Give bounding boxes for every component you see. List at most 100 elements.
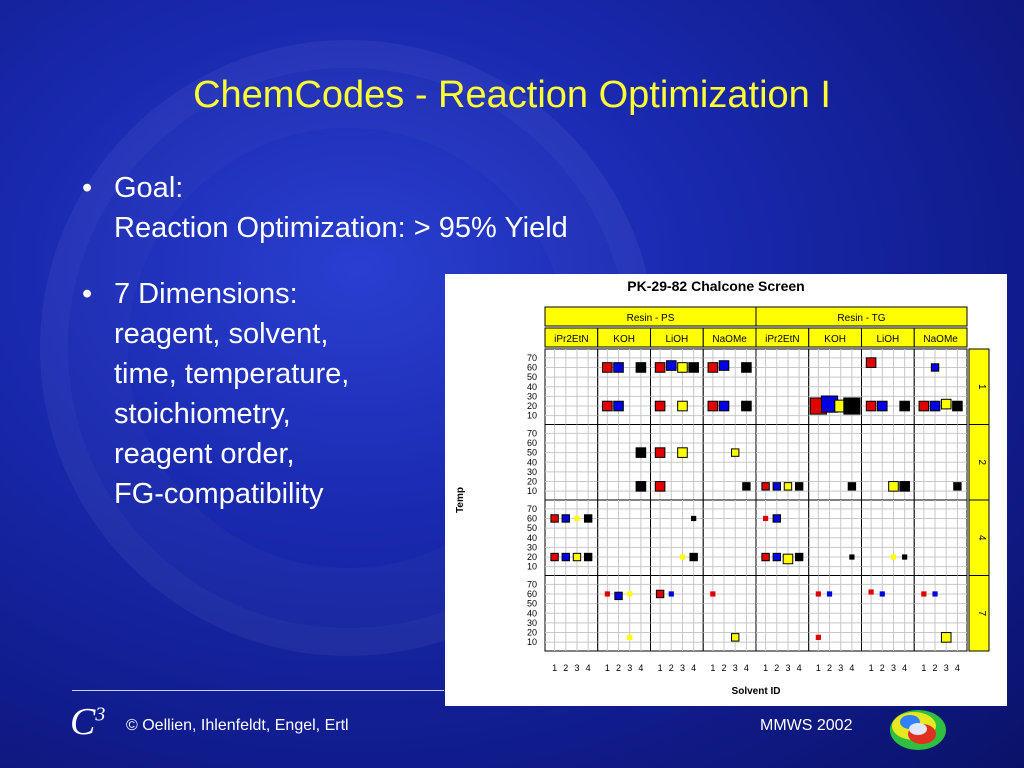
data-point	[654, 362, 666, 373]
data-point	[783, 482, 793, 491]
data-point	[677, 400, 688, 412]
data-point	[815, 634, 821, 640]
y-tick-label: 40	[527, 382, 537, 392]
y-tick-label: 20	[527, 552, 537, 562]
data-point	[794, 482, 804, 491]
strip-cell	[968, 575, 990, 652]
data-point	[574, 515, 580, 522]
y-tick-label: 60	[527, 589, 537, 599]
bullet-glyph: •	[82, 172, 93, 204]
bullet-line: 7 Dimensions:	[114, 278, 298, 310]
bullet-list: • Goal: Reaction Optimization: > 95% Yie…	[82, 168, 568, 540]
bullet-line: reagent order,	[114, 438, 295, 470]
strip-label: 2	[976, 459, 987, 465]
data-point	[865, 400, 877, 412]
data-point	[742, 482, 751, 491]
data-point	[583, 514, 593, 523]
x-tick-label: 3	[574, 663, 579, 673]
x-tick-label: 4	[849, 663, 854, 673]
y-tick-label: 60	[527, 362, 537, 372]
reagent-header-label: iPr2EtN	[765, 334, 799, 345]
data-point	[627, 634, 633, 640]
bullet-line: stoichiometry,	[114, 398, 291, 430]
data-point	[921, 591, 927, 597]
data-point	[940, 398, 952, 410]
data-point	[635, 362, 647, 373]
y-tick-label: 30	[527, 467, 537, 477]
data-point	[654, 447, 666, 458]
data-point	[940, 632, 952, 643]
x-tick-label: 4	[744, 663, 749, 673]
data-point	[710, 591, 716, 597]
data-point	[876, 400, 888, 412]
bullet-line: Reaction Optimization: > 95% Yield	[114, 212, 568, 244]
y-tick-label: 20	[527, 628, 537, 638]
y-axis-label: Temp	[455, 487, 466, 513]
data-point	[691, 515, 697, 522]
data-point	[718, 360, 730, 371]
data-point	[627, 591, 633, 597]
y-tick-label: 10	[527, 411, 537, 421]
data-point	[677, 447, 688, 458]
data-point	[635, 481, 647, 492]
data-point	[688, 362, 699, 373]
x-tick-label: 3	[627, 663, 632, 673]
x-tick-label: 3	[891, 663, 896, 673]
data-point	[888, 481, 899, 492]
x-tick-label: 4	[902, 663, 907, 673]
data-point	[899, 400, 910, 412]
bullet-line: time, temperature,	[114, 358, 350, 390]
reagent-header-label: KOH	[613, 334, 635, 345]
y-tick-label: 10	[527, 486, 537, 496]
bullet-dimensions: • 7 Dimensions: reagent, solvent, time, …	[82, 274, 568, 514]
data-point	[613, 362, 624, 373]
reagent-header-label: LiOH	[876, 334, 899, 345]
x-tick-label: 2	[827, 663, 832, 673]
data-point	[929, 400, 941, 412]
reagent-header-label: NaOMe	[923, 334, 958, 345]
footer-credits: © Oellien, Ihlenfeldt, Engel, Ertl	[126, 717, 349, 734]
x-tick-label: 2	[722, 663, 727, 673]
x-tick-label: 4	[691, 663, 696, 673]
data-point	[826, 591, 833, 597]
data-point	[665, 360, 677, 371]
x-tick-label: 1	[710, 663, 715, 673]
x-tick-label: 2	[880, 663, 885, 673]
x-tick-label: 3	[733, 663, 738, 673]
data-point	[772, 514, 781, 523]
x-tick-label: 4	[797, 663, 802, 673]
data-point	[635, 447, 647, 458]
x-axis-label: Solvent ID	[732, 686, 781, 697]
x-tick-label: 1	[605, 663, 610, 673]
x-tick-label: 2	[669, 663, 674, 673]
x-tick-label: 2	[774, 663, 779, 673]
reagent-header-cell	[913, 327, 968, 348]
data-point	[718, 400, 730, 412]
data-point	[707, 400, 719, 412]
data-point	[677, 362, 688, 373]
y-tick-label: 60	[527, 438, 537, 448]
reagent-header-label: iPr2EtN	[554, 334, 588, 345]
data-point	[741, 400, 752, 412]
x-tick-label: 2	[563, 663, 568, 673]
y-tick-label: 50	[527, 372, 537, 382]
y-tick-label: 10	[527, 637, 537, 647]
data-point	[902, 554, 908, 560]
x-tick-label: 2	[933, 663, 938, 673]
bullet-goal: • Goal: Reaction Optimization: > 95% Yie…	[82, 168, 568, 248]
y-tick-label: 30	[527, 618, 537, 628]
data-point	[689, 552, 698, 562]
logo-letter: C	[70, 701, 96, 743]
reagent-header-label: LiOH	[665, 334, 688, 345]
y-tick-label: 10	[527, 562, 537, 572]
logo-superscript: 3	[95, 703, 106, 726]
resin-header-label: Resin - PS	[627, 313, 675, 324]
data-point	[614, 591, 623, 601]
data-point	[654, 481, 666, 492]
data-point	[879, 591, 885, 597]
y-tick-label: 50	[527, 448, 537, 458]
data-point	[561, 552, 570, 562]
data-point	[654, 400, 666, 412]
resin-header-label: Resin - TG	[837, 313, 885, 324]
data-point	[679, 554, 686, 560]
